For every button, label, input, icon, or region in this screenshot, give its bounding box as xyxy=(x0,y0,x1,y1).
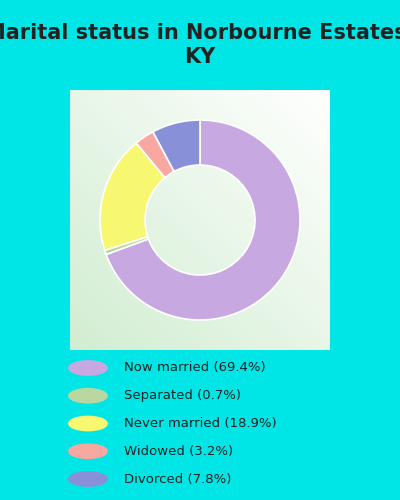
Wedge shape xyxy=(105,236,148,254)
Wedge shape xyxy=(100,143,165,250)
Wedge shape xyxy=(153,120,200,172)
Circle shape xyxy=(69,444,107,458)
Circle shape xyxy=(69,416,107,430)
Text: Now married (69.4%): Now married (69.4%) xyxy=(124,362,266,374)
Wedge shape xyxy=(136,132,174,178)
Circle shape xyxy=(69,388,107,403)
Wedge shape xyxy=(106,120,300,320)
Text: Marital status in Norbourne Estates,
KY: Marital status in Norbourne Estates, KY xyxy=(0,24,400,66)
Text: Separated (0.7%): Separated (0.7%) xyxy=(124,389,241,402)
Text: Never married (18.9%): Never married (18.9%) xyxy=(124,417,277,430)
Text: Divorced (7.8%): Divorced (7.8%) xyxy=(124,472,231,486)
Text: Widowed (3.2%): Widowed (3.2%) xyxy=(124,445,233,458)
Circle shape xyxy=(69,472,107,486)
Circle shape xyxy=(69,361,107,375)
